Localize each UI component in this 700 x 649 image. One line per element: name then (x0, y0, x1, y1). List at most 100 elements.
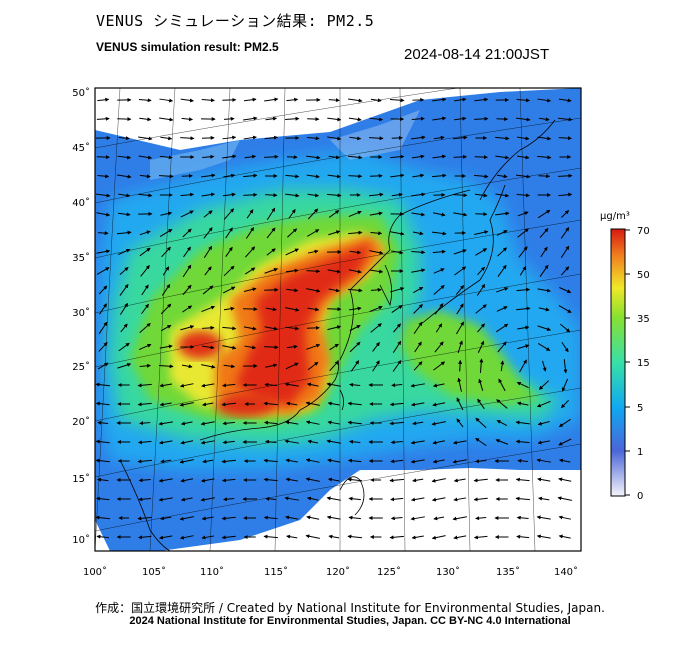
wind-arrow (537, 325, 552, 331)
wind-arrow (285, 326, 300, 331)
wind-arrow (264, 287, 279, 292)
wind-arrow (348, 98, 363, 103)
wind-arrow (349, 341, 361, 353)
wind-arrow (327, 401, 340, 406)
wind-arrow (223, 116, 235, 121)
wind-arrow (518, 246, 528, 258)
wind-arrow (265, 116, 278, 121)
wind-arrow (497, 247, 507, 257)
wind-arrow (432, 212, 446, 217)
wind-arrow (201, 192, 216, 197)
wind-arrow (389, 421, 404, 426)
wind-arrow (456, 397, 464, 411)
wind-arrow (96, 477, 109, 482)
wind-arrow (537, 477, 551, 482)
wind-arrow (559, 323, 571, 333)
wind-arrow (306, 343, 321, 350)
wind-arrow (431, 421, 446, 426)
wind-arrow (204, 266, 212, 276)
wind-arrow (454, 266, 467, 276)
wind-arrow (537, 288, 552, 293)
wind-arrow (97, 420, 109, 425)
wind-arrow (138, 497, 152, 502)
wind-arrow (453, 135, 468, 140)
wind-arrow (306, 288, 321, 293)
wind-arrow (390, 459, 404, 464)
wind-arrow (141, 284, 149, 296)
wind-arrow (180, 325, 195, 331)
wind-arrow (390, 516, 403, 521)
wind-arrow (137, 459, 152, 464)
wind-arrow (391, 192, 403, 197)
wind-arrow (264, 326, 278, 331)
wind-arrow (328, 98, 340, 103)
wind-arrow (97, 97, 110, 102)
wind-arrow (117, 155, 132, 160)
wind-arrow (263, 401, 279, 406)
lat-label: 20˚ (72, 416, 90, 428)
wind-arrow (495, 155, 510, 160)
wind-arrow (200, 440, 215, 445)
wind-arrow (139, 322, 151, 333)
latitude-labels: 50˚ 45˚ 40˚ 35˚ 30˚ 25˚ 20˚ 15˚ 10˚ (72, 87, 90, 546)
wind-arrow (496, 174, 508, 179)
wind-arrow (413, 321, 423, 335)
wind-arrow (222, 154, 237, 159)
wind-arrow (139, 363, 151, 368)
wind-arrow (500, 360, 505, 372)
wind-arrow (202, 154, 215, 159)
lon-label: 130˚ (436, 566, 460, 578)
wind-arrow (519, 266, 527, 276)
wind-arrow (411, 268, 426, 273)
wind-arrow (265, 496, 277, 501)
wind-arrow (411, 535, 424, 540)
wind-arrow (118, 193, 131, 198)
wind-arrow (243, 326, 257, 331)
wind-arrow (369, 250, 384, 255)
wind-arrow (160, 211, 173, 216)
wind-arrow (117, 362, 132, 369)
wind-arrow (243, 173, 258, 178)
wind-arrow (328, 230, 341, 236)
wind-arrow (558, 438, 572, 446)
lat-label: 50˚ (72, 87, 90, 99)
wind-arrow (517, 458, 529, 463)
wind-arrow (327, 458, 341, 463)
lat-label: 30˚ (72, 307, 90, 319)
wind-arrow (221, 516, 236, 521)
wind-arrow (537, 136, 552, 141)
wind-arrow (458, 359, 463, 372)
lat-label: 15˚ (72, 473, 90, 485)
wind-arrow (201, 364, 216, 369)
wind-arrow (96, 212, 111, 217)
wind-arrow (477, 398, 485, 410)
wind-arrow (98, 342, 108, 352)
wind-arrow (456, 418, 464, 428)
wind-arrow (307, 193, 320, 198)
wind-arrow (347, 458, 362, 463)
wind-arrow (158, 478, 173, 483)
wind-arrow (478, 378, 484, 391)
wind-arrow (326, 382, 341, 387)
wind-arrow (538, 380, 550, 390)
wind-arrow (264, 267, 279, 274)
wind-arrow (285, 116, 300, 121)
wind-arrow (179, 383, 194, 388)
wind-arrow (496, 419, 508, 427)
wind-arrow (454, 97, 467, 102)
wind-arrow (243, 192, 258, 197)
wind-arrow (350, 360, 360, 372)
wind-arrow (517, 155, 530, 160)
wind-arrow (456, 303, 464, 315)
wind-arrow (349, 382, 361, 387)
wind-arrow (559, 287, 572, 293)
wind-arrow (372, 342, 380, 352)
wind-arrow (558, 173, 573, 178)
wind-arrow (137, 440, 152, 445)
wind-arrow (180, 98, 194, 103)
wind-arrow (137, 383, 152, 388)
wind-arrow (182, 284, 192, 296)
wind-arrow (159, 228, 173, 238)
wind-arrow (432, 459, 445, 464)
wind-arrow (347, 288, 363, 293)
